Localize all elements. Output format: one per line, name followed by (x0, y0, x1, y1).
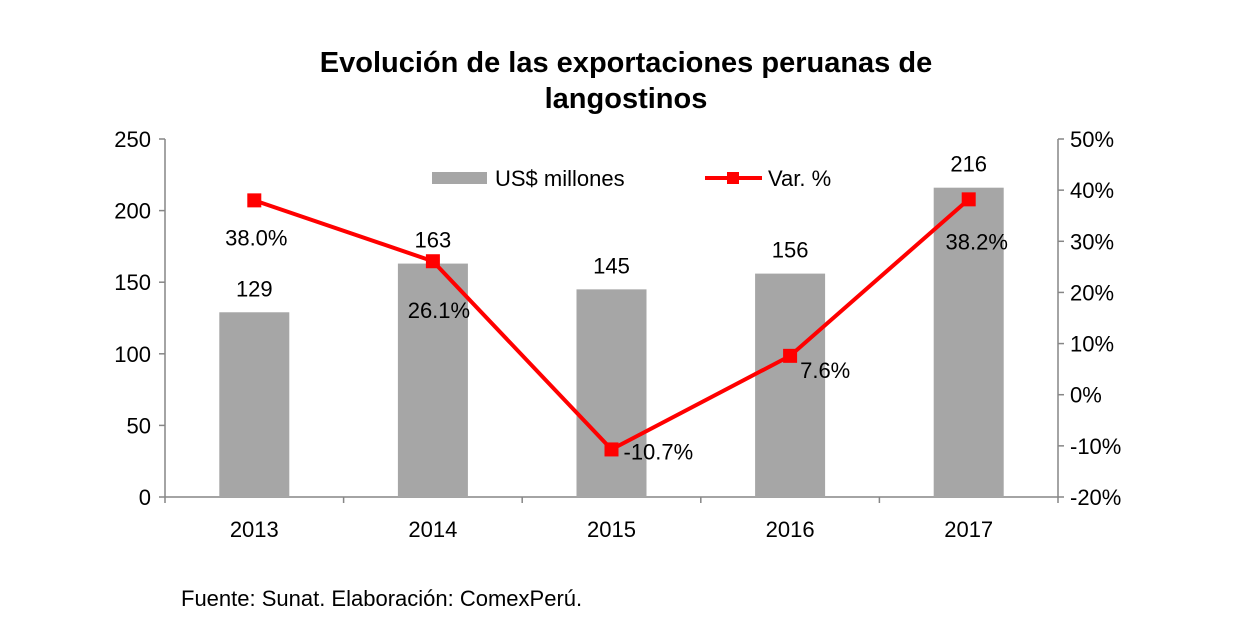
bar-2014 (397, 263, 468, 497)
legend-marker (727, 172, 739, 184)
right-tick-label: 10% (1070, 332, 1114, 357)
x-tick-label: 2015 (587, 517, 636, 542)
bar-data-label: 145 (593, 253, 630, 278)
line-data-label: -10.7% (624, 439, 694, 464)
left-tick-label: 50 (127, 413, 151, 438)
line-data-label: 26.1% (408, 298, 470, 323)
right-tick-label: -10% (1070, 434, 1121, 459)
right-tick-label: 0% (1070, 383, 1102, 408)
x-tick-label: 2017 (944, 517, 993, 542)
bar-2013 (219, 312, 290, 497)
x-tick-label: 2014 (408, 517, 457, 542)
right-tick-label: 30% (1070, 229, 1114, 254)
bar-2017 (933, 187, 1004, 498)
x-tick-label: 2013 (230, 517, 279, 542)
legend-swatch-bar (432, 172, 487, 184)
legend: US$ millones Var. % (432, 166, 831, 191)
left-tick-label: 250 (114, 127, 151, 152)
line-marker-2017 (961, 192, 976, 207)
chart-title-line-2: langostinos (545, 83, 708, 115)
right-tick-label: 20% (1070, 280, 1114, 305)
bar-data-label: 156 (772, 238, 809, 263)
line-data-label: 38.2% (946, 229, 1008, 254)
left-tick-label: 0 (139, 485, 151, 510)
chart-title-line-1: Evolución de las exportaciones peruanas … (320, 47, 932, 79)
right-tick-label: 40% (1070, 178, 1114, 203)
legend-label-bar: US$ millones (495, 166, 625, 191)
line-marker-2014 (425, 254, 440, 269)
bar-2015 (576, 289, 647, 497)
line-marker-2013 (247, 193, 262, 208)
bar-data-label: 163 (415, 228, 452, 253)
right-tick-label: -20% (1070, 485, 1121, 510)
left-tick-label: 200 (114, 199, 151, 224)
line-data-label: 38.0% (225, 225, 287, 250)
bar-2016 (755, 273, 826, 497)
right-tick-label: 50% (1070, 127, 1114, 152)
legend-label-line: Var. % (768, 166, 831, 191)
line-data-label: 7.6% (800, 358, 850, 383)
source-note: Fuente: Sunat. Elaboración: ComexPerú. (181, 586, 582, 611)
left-tick-label: 150 (114, 270, 151, 295)
x-tick-label: 2016 (766, 517, 815, 542)
line-marker-2015 (604, 442, 619, 457)
bar-data-label: 129 (236, 276, 273, 301)
line-marker-2016 (783, 348, 798, 363)
left-tick-label: 100 (114, 342, 151, 367)
bar-data-label: 216 (950, 152, 987, 177)
